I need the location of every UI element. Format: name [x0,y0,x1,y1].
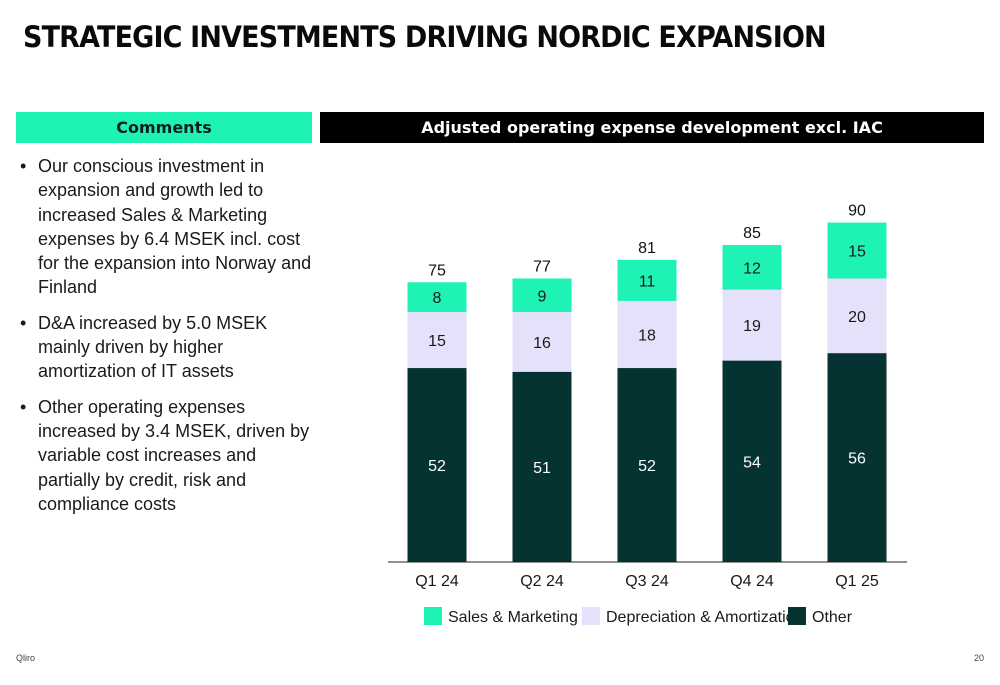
chart-heading: Adjusted operating expense development e… [320,112,984,143]
bullet-icon: • [20,396,27,417]
data-label-depreciation-amortization: 20 [848,309,866,326]
legend-label-depreciation-amortization: Depreciation & Amortization [606,609,803,626]
data-label-other: 54 [743,454,761,471]
total-label: 85 [743,225,761,242]
bullet-icon: • [20,312,27,333]
bar-segment-sales-marketing [827,222,887,279]
x-tick-label: Q3 24 [625,573,669,590]
legend-swatch-other [788,607,806,625]
comment-text: D&A increased by 5.0 MSEK mainly driven … [38,312,268,382]
bar-segment-depreciation-amortization [407,312,467,369]
page-title: STRATEGIC INVESTMENTS DRIVING NORDIC EXP… [23,20,827,54]
x-tick-label: Q1 24 [415,573,459,590]
data-label-other: 56 [848,451,866,468]
total-label: 90 [848,203,866,220]
data-label-other: 52 [428,458,446,475]
bullet-icon: • [20,156,27,176]
comments-list: • Our conscious investment in expansion a… [16,154,316,527]
bar-segment-sales-marketing [512,278,572,313]
legend-label-sales-marketing: Sales & Marketing [448,609,578,626]
comments-heading: Comments [16,112,312,143]
data-label-sales-marketing: 12 [743,260,761,277]
data-label-depreciation-amortization: 15 [428,333,446,350]
comment-item: • Our conscious investment in expansion a… [16,154,316,300]
bar-segment-other [617,368,677,562]
legend-swatch-sales-marketing [424,607,442,625]
legend-swatch-depreciation-amortization [582,607,600,625]
stacked-bar-chart: 52 15 8 75 Q1 24 51 16 9 77 Q2 24 52 18 11 81 Q3 24 54 1… [388,203,907,626]
data-label-sales-marketing: 15 [848,244,866,261]
bar-segment-other [512,371,572,562]
data-label-depreciation-amortization: 19 [743,318,761,335]
data-label-sales-marketing: 8 [433,290,442,307]
bar-segment-depreciation-amortization [512,312,572,372]
footer-brand: Qliro [16,653,36,663]
data-label-depreciation-amortization: 16 [533,335,551,352]
bar-segment-other [722,360,782,562]
x-tick-label: Q2 24 [520,573,564,590]
data-label-depreciation-amortization: 18 [638,327,656,344]
bar-segment-sales-marketing [722,244,782,290]
bar-segment-depreciation-amortization [617,300,677,369]
comment-item: • Other operating expenses increased by 3… [16,395,316,516]
comment-item: • D&A increased by 5.0 MSEK mainly driven… [16,311,316,384]
data-label-other: 52 [638,458,656,475]
total-label: 75 [428,262,446,279]
bar-segment-sales-marketing [407,282,467,313]
comment-text: Other operating expenses increased by 3.… [38,396,310,514]
data-label-other: 51 [533,460,551,477]
comment-text: Our conscious investment in expansion an… [38,156,312,298]
data-label-sales-marketing: 9 [538,288,547,305]
total-label: 81 [638,240,656,257]
x-tick-label: Q4 24 [730,573,774,590]
total-label: 77 [533,259,551,276]
bar-segment-depreciation-amortization [722,289,782,361]
x-tick-label: Q1 25 [835,573,879,590]
page-number: 20 [973,653,984,663]
data-label-sales-marketing: 11 [639,273,656,290]
bar-segment-depreciation-amortization [827,278,887,354]
bar-segment-other [407,368,467,562]
bar-segment-sales-marketing [617,259,677,301]
legend-label-other: Other [812,609,853,626]
bar-segment-other [827,353,887,562]
